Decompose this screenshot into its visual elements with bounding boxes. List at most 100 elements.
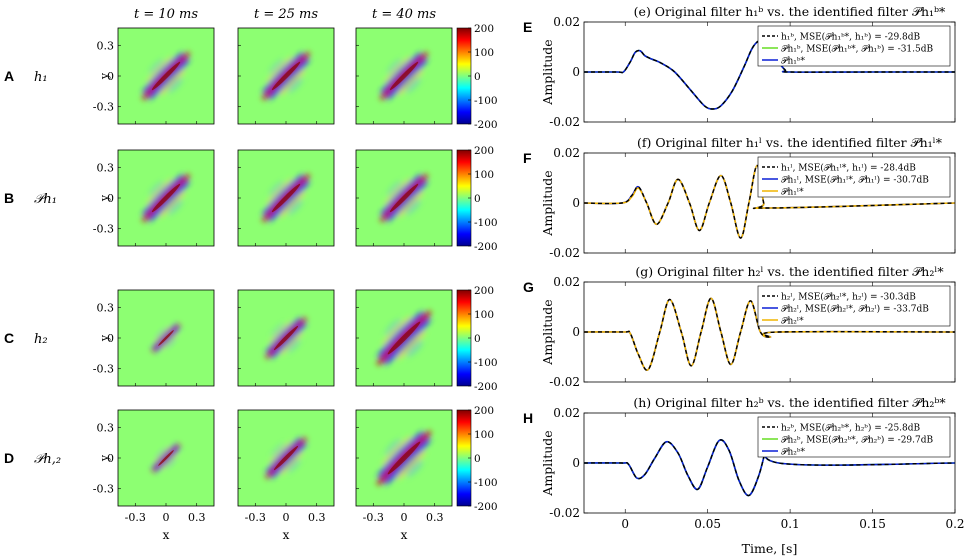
heatmap-content <box>151 443 181 473</box>
legend-box <box>757 156 951 198</box>
gabor-center <box>151 183 181 213</box>
gabor-stripe <box>154 446 181 473</box>
legend-entry: 𝒫h₂ᵇ* <box>781 448 805 458</box>
gabor-stripe <box>287 199 303 215</box>
y-tick-label: 0 <box>107 332 114 345</box>
heatmap-panel <box>237 149 335 247</box>
gabor-core <box>273 325 299 351</box>
colorbar-tick-label: -200 <box>474 381 498 393</box>
gabor-stripe <box>160 332 179 351</box>
y-tick-label: 0.02 <box>553 406 580 420</box>
gabor-center <box>158 330 174 346</box>
row-label: h₁ <box>34 70 48 85</box>
x-tick-label: -0.3 <box>125 511 146 524</box>
colorbar-tick-label: -100 <box>474 357 498 369</box>
y-axis-label: y <box>98 454 111 462</box>
gabor-core <box>389 61 419 91</box>
column-title: t = 40 ms <box>372 7 436 22</box>
panel-label: C <box>4 330 14 346</box>
gabor-stripe <box>265 317 302 354</box>
row-label: 𝒫h,₂ <box>34 452 61 467</box>
gabor-stripe <box>287 77 303 93</box>
gabor-stripe <box>271 443 286 458</box>
y-tick-label: 0.02 <box>553 15 580 29</box>
gabor-stripe <box>377 431 425 479</box>
heatmap-content <box>141 51 191 101</box>
y-axis-label: Amplitude <box>540 299 555 365</box>
gabor-stripe <box>269 181 285 197</box>
gabor-center <box>389 61 419 91</box>
legend-entry: h₁ᵇ, MSE(𝒫h₁ᵇ*, h₁ᵇ) = -29.8dB <box>781 32 921 43</box>
gabor-stripe <box>278 68 306 96</box>
heatmap-content <box>379 173 429 223</box>
heatmap-panel <box>117 149 215 247</box>
gabor-stripe <box>153 445 172 464</box>
gabor-core <box>158 450 174 466</box>
heatmap-panel <box>237 289 335 387</box>
legend-entry: h₁ˡ, MSE(𝒫h₁ˡ*, h₁ˡ) = -28.4dB <box>781 163 916 174</box>
colorbar-tick-label: -200 <box>474 241 498 253</box>
gabor-core <box>271 61 301 91</box>
panel-title: (h) Original filter h₂ᵇ vs. the identifi… <box>633 395 946 410</box>
legend-box <box>757 25 951 67</box>
gabor-stripe <box>381 435 413 467</box>
colorbar-tick-label: 100 <box>474 429 494 441</box>
legend-entry: 𝒫h₂ˡ, MSE(𝒫h₂ˡ*, 𝒫h₂ˡ) = -33.7dB <box>781 304 929 315</box>
legend-box <box>757 285 951 327</box>
gabor-stripe <box>395 449 427 481</box>
legend-entry: 𝒫h₂ˡ* <box>781 317 804 327</box>
colorbar-tick-label: -100 <box>474 95 498 107</box>
gabor-stripe <box>278 190 306 218</box>
gabor-core <box>389 183 419 213</box>
x-tick-label: 0 <box>283 511 290 524</box>
colorbar-tick-label: 200 <box>474 23 494 35</box>
heatmap-content <box>151 323 181 353</box>
gabor-stripe <box>167 77 183 93</box>
gabor-center <box>271 183 301 213</box>
colorbar-tick-label: 0 <box>474 333 481 345</box>
gabor-stripe <box>386 180 428 222</box>
gabor-stripe <box>155 327 167 339</box>
y-tick-label: 0 <box>572 65 580 79</box>
y-tick-label: 0 <box>107 452 114 465</box>
heatmap-content <box>376 430 432 486</box>
colorbar-tick-label: -200 <box>474 119 498 131</box>
heatmap-content <box>261 173 311 223</box>
heatmap-content <box>265 317 307 359</box>
colorbar-tick-label: 0 <box>474 453 481 465</box>
gabor-stripe <box>151 443 178 470</box>
y-tick-label: -0.3 <box>93 101 114 114</box>
colorbar-tick-label: 100 <box>474 309 494 321</box>
gabor-center <box>273 445 299 471</box>
gabor-stripe <box>268 440 294 466</box>
y-tick-label: -0.3 <box>93 223 114 236</box>
gabor-stripe <box>153 325 172 344</box>
colorbar-tick-label: 200 <box>474 145 494 157</box>
gabor-stripe <box>385 319 403 337</box>
y-tick-label: -0.02 <box>549 246 580 260</box>
gabor-stripe <box>384 56 412 84</box>
gabor-center <box>389 183 419 213</box>
colorbar-tick-label: -200 <box>474 501 498 513</box>
y-tick-label: 0.3 <box>97 301 115 314</box>
gabor-center <box>387 441 421 475</box>
gabor-core <box>151 61 181 91</box>
gabor-stripe <box>405 77 421 93</box>
legend-entry: 𝒫h₂ᵇ, MSE(𝒫h₂ᵇ*, 𝒫h₂ᵇ) = -29.7dB <box>781 435 933 446</box>
gabor-center <box>151 61 181 91</box>
panel-label: H <box>523 410 533 426</box>
colorbar-tick-label: 200 <box>474 405 494 417</box>
heatmap-panel <box>237 27 335 125</box>
x-tick-label: 0.1 <box>781 517 800 531</box>
gabor-stripe <box>151 323 178 350</box>
gabor-stripe <box>266 178 294 206</box>
panel-label: B <box>4 190 14 206</box>
gabor-center <box>387 321 421 355</box>
legend-box <box>757 416 951 458</box>
gabor-core <box>273 445 299 471</box>
y-tick-label: -0.02 <box>549 115 580 129</box>
panel-label: G <box>523 279 534 295</box>
